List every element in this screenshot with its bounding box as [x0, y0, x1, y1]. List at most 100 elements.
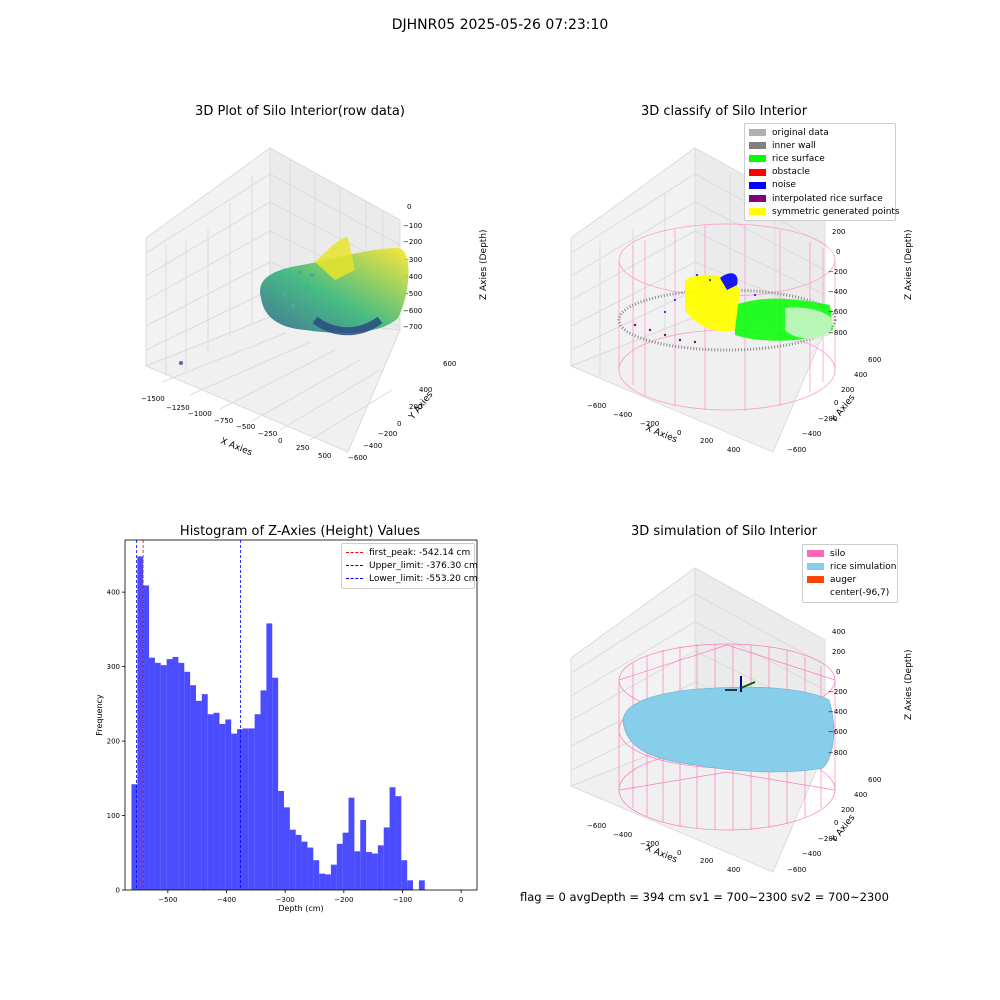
svg-text:0: 0: [407, 203, 411, 211]
svg-text:500: 500: [318, 452, 331, 460]
panel4-title: 3D simulation of Silo Interior: [631, 524, 817, 539]
legend-line: [346, 565, 363, 567]
svg-text:0: 0: [677, 849, 681, 857]
legend-item-center: center(-96,7): [807, 587, 893, 600]
panel4-legend: silo rice simulation auger center(-96,7): [802, 544, 898, 603]
histogram-bar: [278, 790, 284, 890]
svg-text:0: 0: [836, 668, 840, 676]
histogram-bar: [231, 733, 238, 890]
legend-item-inner-wall: inner wall: [749, 139, 891, 152]
panel4-zlabel: Z Axies (Depth): [904, 649, 914, 720]
panel1-point-cloud: [179, 237, 409, 365]
auger-marker: [725, 676, 756, 692]
histogram-bar: [184, 671, 191, 890]
histogram-bar: [360, 820, 367, 890]
x-tick-label: −300: [276, 896, 295, 904]
panel1-zlabel: Z Axies (Depth): [479, 229, 489, 300]
svg-text:−1500: −1500: [141, 395, 165, 403]
svg-text:−200: −200: [403, 238, 422, 246]
x-tick-label: 0: [459, 896, 463, 904]
panel1-xlabel: X Axies: [219, 437, 254, 459]
histogram-bar: [313, 860, 320, 890]
histogram-bar: [219, 723, 226, 890]
histogram-bar: [319, 873, 326, 890]
svg-text:−1250: −1250: [166, 404, 190, 412]
y-tick-label: 200: [107, 738, 120, 746]
legend-swatch: [749, 142, 766, 150]
panel2-legend: original data inner wall rice surface ob…: [744, 123, 900, 222]
y-tick-label: 0: [116, 887, 120, 895]
svg-text:400: 400: [832, 628, 845, 636]
legend-item-original: original data: [749, 126, 891, 139]
svg-text:−200: −200: [640, 840, 659, 848]
histogram-bar: [348, 797, 355, 890]
status-footer: flag = 0 avgDepth = 394 cm sv1 = 700~230…: [520, 890, 889, 904]
histogram-bar: [242, 728, 249, 890]
svg-text:−600: −600: [587, 402, 606, 410]
histogram-bar: [418, 880, 425, 890]
svg-text:200: 200: [700, 437, 713, 445]
legend-swatch: [749, 181, 766, 189]
panel2-xlabel: X Axies: [644, 424, 679, 446]
histogram-bar: [207, 714, 214, 890]
svg-text:−600: −600: [348, 454, 367, 462]
svg-text:−600: −600: [787, 446, 806, 454]
histogram-bar: [154, 662, 161, 890]
histogram-bar: [237, 729, 243, 890]
svg-text:−400: −400: [363, 442, 382, 450]
histogram-bar: [201, 694, 208, 890]
svg-text:−400: −400: [828, 708, 847, 716]
legend-swatch: [807, 550, 824, 558]
svg-text:−100: −100: [403, 222, 422, 230]
histogram-bar: [383, 827, 390, 890]
histogram-bar: [272, 677, 279, 890]
svg-text:−800: −800: [828, 749, 847, 757]
histogram-bar: [336, 843, 343, 890]
legend-item-silo: silo: [807, 547, 893, 560]
svg-text:200: 200: [409, 403, 422, 411]
panel3-histogram: −500 −400 −300 −200 −100 0 0 100 200 300 400 Dept…: [95, 539, 478, 913]
y-tick-label: 300: [107, 663, 120, 671]
legend-item-first-peak: first_peak: -542.14 cm: [346, 546, 470, 559]
histogram-bar: [371, 853, 378, 890]
svg-text:−200: −200: [828, 268, 847, 276]
histogram-bar: [254, 714, 261, 890]
svg-text:−400: −400: [613, 831, 632, 839]
svg-text:0: 0: [834, 819, 838, 827]
svg-text:−700: −700: [403, 323, 422, 331]
svg-text:−200: −200: [640, 420, 659, 428]
svg-text:−200: −200: [818, 415, 837, 423]
y-tick-label: 400: [107, 589, 120, 597]
histogram-bar: [131, 784, 138, 890]
histogram-bar: [225, 719, 232, 890]
svg-text:−1000: −1000: [188, 410, 212, 418]
histogram-bar: [330, 864, 337, 890]
svg-text:0: 0: [397, 420, 401, 428]
histogram-bars: [131, 556, 425, 890]
svg-text:600: 600: [868, 356, 881, 364]
histogram-bar: [342, 832, 349, 890]
svg-text:−600: −600: [403, 307, 422, 315]
svg-text:−200: −200: [818, 835, 837, 843]
histogram-bar: [149, 657, 155, 890]
svg-text:200: 200: [832, 648, 845, 656]
legend-swatch: [749, 155, 766, 163]
svg-text:200: 200: [841, 806, 854, 814]
histogram-bar: [407, 880, 414, 890]
legend-item-auger: auger: [807, 573, 893, 586]
svg-text:−750: −750: [214, 417, 233, 425]
legend-swatch: [807, 576, 824, 584]
svg-text:−400: −400: [828, 288, 847, 296]
panel2-title: 3D classify of Silo Interior: [640, 104, 808, 119]
histogram-bar: [137, 556, 144, 890]
histogram-bar: [366, 852, 372, 890]
panel2-points: [617, 273, 837, 352]
histogram-x-ticks: −500 −400 −300 −200 −100 0: [158, 890, 463, 904]
panel1-title: 3D Plot of Silo Interior(row data): [195, 104, 405, 119]
svg-text:−200: −200: [378, 430, 397, 438]
histogram-bar: [195, 700, 202, 890]
panel3-legend: first_peak: -542.14 cm Upper_limit: -376…: [341, 543, 478, 589]
x-tick-label: −100: [393, 896, 412, 904]
